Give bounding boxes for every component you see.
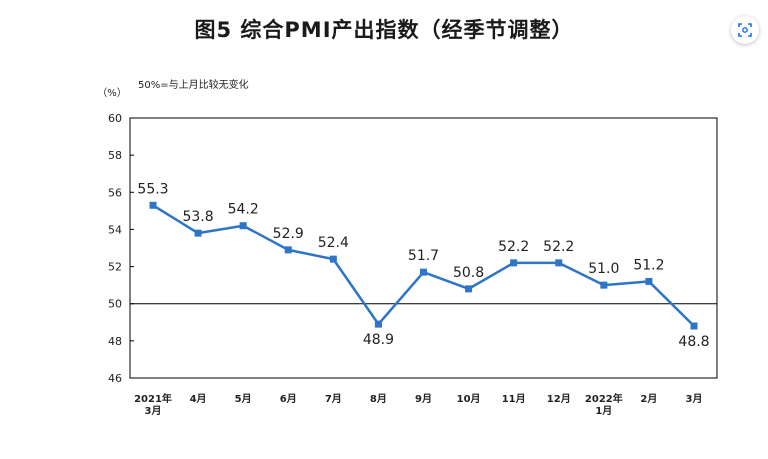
- x-tick-label: 11月: [502, 393, 526, 405]
- data-label: 52.2: [543, 239, 574, 255]
- data-point: [284, 246, 292, 254]
- x-tick-label: 6月: [280, 393, 297, 405]
- x-tick-label: 4月: [190, 393, 207, 405]
- data-point: [645, 277, 653, 285]
- data-label: 52.2: [498, 239, 529, 255]
- data-point: [374, 320, 382, 328]
- data-point: [420, 268, 427, 276]
- x-tick-label: 5月: [235, 393, 252, 405]
- y-tick-label: 48: [108, 335, 122, 348]
- y-tick-label: 52: [108, 261, 122, 274]
- data-label: 48.9: [363, 332, 394, 348]
- data-label: 52.4: [318, 235, 349, 251]
- data-point: [510, 259, 518, 267]
- data-label: 55.3: [137, 181, 168, 197]
- data-label: 52.9: [273, 226, 304, 242]
- data-label: 51.0: [588, 261, 619, 277]
- y-tick-label: 50: [108, 298, 122, 311]
- y-tick-label: 58: [108, 149, 122, 162]
- x-tick-label: 7月: [325, 393, 342, 405]
- x-tick-label: 12月: [547, 393, 571, 405]
- x-tick-label: 10月: [457, 393, 481, 405]
- data-label: 53.8: [182, 209, 213, 225]
- data-point: [239, 222, 247, 230]
- y-tick-label: 54: [108, 223, 122, 236]
- y-tick-label: 60: [108, 112, 122, 125]
- data-label: 50.8: [453, 265, 484, 281]
- x-tick-label: 2月: [640, 393, 657, 405]
- x-tick-label: 2021年 3月: [134, 392, 172, 417]
- y-axis-unit-label: （%）: [97, 87, 127, 99]
- data-labels-group: 55.3 53.8 54.2 52.9 52.4 48.9 51.7 50.8 52.2 52.2…: [137, 181, 709, 350]
- data-point: [465, 285, 473, 293]
- plot-area-frame: [129, 117, 718, 379]
- chart-title: 图5 综合PMI产出指数（经季节调整）: [194, 18, 574, 42]
- data-point: [555, 259, 563, 267]
- y-axis-ticks: 46 48 50 52 54 56 58 60: [108, 112, 134, 385]
- series-group: [149, 201, 698, 330]
- x-tick-label: 9月: [415, 393, 432, 405]
- data-label: 51.7: [408, 248, 439, 264]
- y-tick-label: 46: [108, 372, 122, 385]
- data-label: 54.2: [228, 202, 259, 218]
- lens-scan-icon: [738, 23, 752, 37]
- lens-scan-button[interactable]: [731, 16, 759, 44]
- x-tick-label: 3月: [686, 393, 703, 405]
- y-tick-label: 56: [108, 186, 122, 199]
- data-point: [690, 322, 698, 330]
- data-point: [194, 229, 202, 237]
- data-point: [149, 201, 157, 209]
- x-tick-label: 8月: [370, 393, 387, 405]
- data-label: 51.2: [633, 257, 664, 273]
- chart-annotation: 50%=与上月比较无变化: [138, 78, 249, 91]
- x-tick-label: 2022年 1月: [585, 392, 623, 417]
- data-point: [329, 255, 337, 263]
- x-axis-ticks: 2021年 3月 4月 5月 6月 7月 8月 9月 10月 11月 12月 2022年 1月 2月 3月: [134, 392, 702, 417]
- data-point: [600, 281, 608, 289]
- data-label: 48.8: [678, 334, 709, 350]
